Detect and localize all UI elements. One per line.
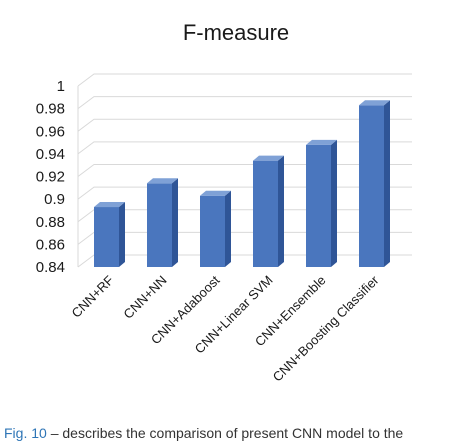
x-category-label: CNN+NN	[120, 273, 169, 322]
bar-side	[119, 202, 125, 267]
y-tick-label: 0.94	[36, 146, 65, 163]
bar-top	[253, 155, 284, 161]
bar	[147, 178, 178, 267]
gridline	[77, 96, 412, 110]
bar-side	[384, 100, 390, 267]
bar-side	[225, 190, 231, 267]
bar-side	[331, 139, 337, 267]
y-tick-label: 1	[57, 78, 65, 95]
caption-label: Fig. 10	[4, 425, 47, 441]
bar-front	[147, 183, 172, 267]
bar-front	[359, 105, 384, 267]
bar-front	[200, 195, 225, 267]
figure-caption: Fig. 10 – describes the comparison of pr…	[4, 425, 474, 445]
bar-top	[94, 202, 125, 208]
bar-chart: F-measure 0.84 0.86 0.88 0.9 0.92 0.94 0.96 0.9…	[36, 20, 412, 385]
bar	[359, 100, 390, 267]
bar	[200, 190, 231, 267]
bar	[306, 139, 337, 267]
bar	[253, 155, 284, 267]
bar-front	[94, 207, 119, 267]
y-tick-label: 0.86	[36, 236, 65, 253]
bar-top	[306, 139, 337, 145]
grid-layer	[77, 73, 412, 268]
bar-top	[359, 100, 390, 106]
x-category-label: CNN+RF	[68, 272, 116, 320]
bar-top	[200, 190, 231, 196]
bars-layer	[94, 100, 390, 267]
bar-side	[278, 155, 284, 267]
y-tick-label: 0.92	[36, 169, 65, 186]
y-tick-label: 0.96	[36, 123, 65, 140]
bar-top	[147, 178, 178, 184]
gridline	[77, 141, 412, 155]
bar-front	[306, 144, 331, 267]
y-tick-label: 0.9	[44, 191, 65, 208]
x-category-label: CNN+Boosting Classifier	[270, 272, 382, 384]
y-tick-label: 0.88	[36, 214, 65, 231]
y-tick-label: 0.84	[36, 259, 65, 276]
y-tick-label: 0.98	[36, 101, 65, 118]
bar-front	[253, 160, 278, 267]
chart-title: F-measure	[183, 20, 289, 45]
caption-text: – describes the comparison of present CN…	[50, 425, 404, 441]
bar	[94, 202, 125, 267]
gridline	[77, 118, 412, 132]
bar-side	[172, 178, 178, 267]
gridline	[77, 73, 412, 87]
